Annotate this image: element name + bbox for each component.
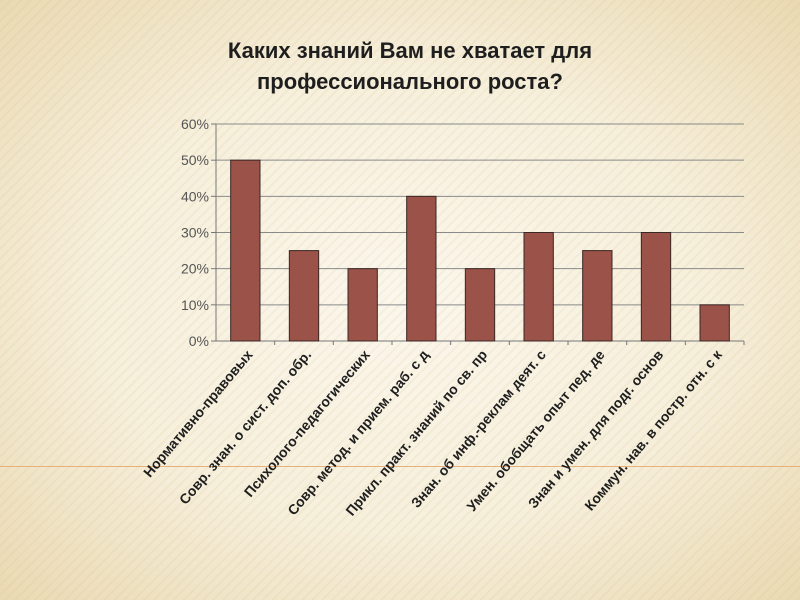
- bar: [582, 250, 613, 342]
- chart-title: Каких знаний Вам не хватает для професси…: [227, 38, 593, 94]
- bar: [464, 268, 496, 342]
- bar: [699, 304, 730, 342]
- y-tick-label: 20%: [181, 261, 209, 277]
- bar: [288, 250, 320, 342]
- bar: [347, 268, 378, 342]
- y-tick-label: 30%: [181, 225, 209, 241]
- y-tick-label: 40%: [181, 188, 209, 204]
- bar: [406, 195, 437, 342]
- y-tick-label: 60%: [181, 116, 209, 132]
- x-tick-label: Нормативно-правовых: [140, 346, 256, 480]
- y-tick-label: 50%: [181, 152, 209, 168]
- bar: [230, 159, 261, 342]
- bar: [523, 232, 554, 342]
- y-tick-label: 10%: [181, 297, 209, 313]
- x-tick-label: Психолого-педагогических: [241, 346, 373, 499]
- bar: [640, 232, 672, 342]
- accent-line: [0, 466, 800, 467]
- y-tick-label: 0%: [189, 333, 209, 349]
